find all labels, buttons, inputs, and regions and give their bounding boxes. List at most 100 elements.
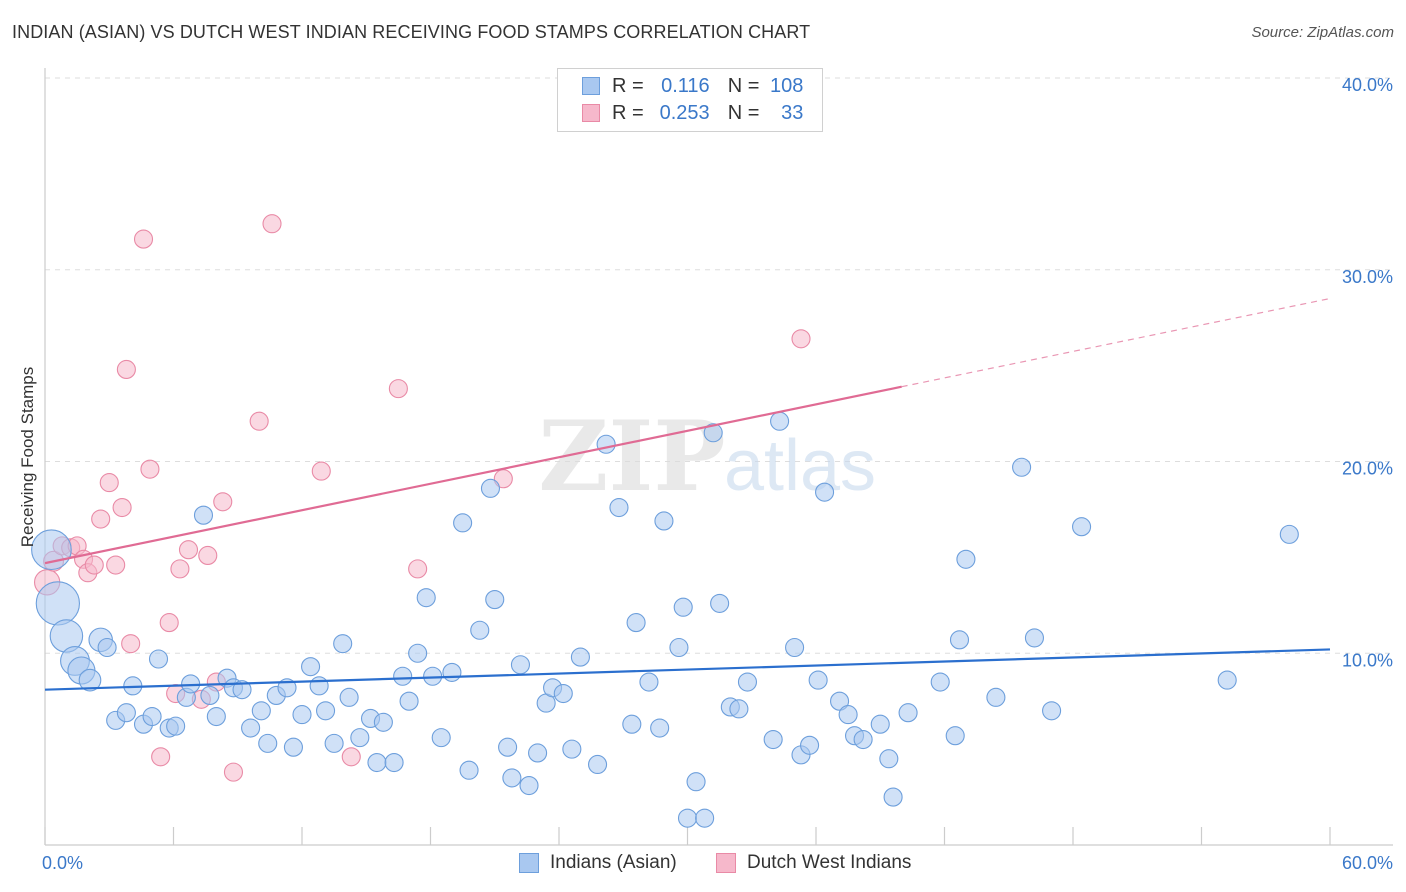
point-indians-asian (367, 752, 387, 773)
point-indians-asian (815, 482, 835, 502)
point-indians-asian (35, 581, 81, 626)
point-indians-asian (1217, 670, 1237, 690)
point-indians-asian (292, 705, 312, 725)
legend-n-value: 108 (770, 74, 804, 97)
point-indians-asian (609, 497, 629, 518)
point-indians-asian (622, 714, 642, 734)
point-indians-asian (258, 733, 278, 753)
point-dutch-west-indians (341, 747, 361, 767)
source-label: Source: ZipAtlas.com (1251, 24, 1394, 41)
point-dutch-west-indians (223, 762, 244, 782)
point-dutch-west-indians (112, 497, 132, 518)
point-dutch-west-indians (159, 613, 179, 633)
point-indians-asian (1072, 517, 1092, 537)
x-tick-label: 60.0% (1342, 853, 1393, 873)
point-indians-asian (830, 691, 850, 711)
point-indians-asian (686, 772, 706, 792)
point-indians-asian (596, 434, 616, 454)
point-indians-asian (333, 634, 353, 654)
bottom-legend-indians-asian: Indians (Asian) (519, 852, 677, 874)
point-indians-asian (710, 593, 730, 613)
point-dutch-west-indians (84, 555, 104, 575)
legend-n-label: N = (727, 74, 760, 97)
trendlines (44, 297, 1331, 691)
point-indians-asian (879, 749, 899, 769)
point-indians-asian (399, 691, 419, 711)
point-indians-asian (316, 701, 336, 721)
point-dutch-west-indians (106, 555, 126, 575)
bottom-legend-label: Dutch West Indians (747, 852, 912, 873)
point-indians-asian (193, 505, 214, 525)
bottom-legend-label: Indians (Asian) (550, 852, 677, 873)
point-dutch-west-indians (178, 540, 199, 560)
point-indians-asian (785, 637, 805, 658)
point-indians-asian (470, 620, 490, 640)
point-indians-asian (650, 718, 670, 738)
point-indians-asian (883, 787, 903, 807)
point-indians-asian (339, 687, 359, 707)
point-indians-asian (729, 699, 749, 719)
point-indians-asian (770, 411, 790, 431)
point-dutch-west-indians (116, 359, 136, 380)
stats-legend: R = 0.116 N = 108 R = 0.253 N = 33 (557, 68, 823, 132)
point-dutch-west-indians (249, 411, 269, 431)
point-indians-asian (945, 726, 965, 746)
point-indians-asian (408, 643, 428, 663)
point-dutch-west-indians (388, 379, 408, 399)
point-indians-asian (626, 613, 646, 633)
legend-swatch-blue (582, 77, 600, 95)
point-indians-asian (808, 670, 828, 690)
point-indians-asian (870, 714, 890, 734)
point-indians-asian (519, 776, 539, 796)
y-tick-label: 10.0% (1342, 650, 1393, 670)
point-dutch-west-indians (91, 509, 111, 529)
trendline-dutch-west-indians (44, 385, 902, 565)
y-tick-label: 30.0% (1342, 267, 1393, 287)
point-indians-asian (416, 588, 436, 608)
point-indians-asian (373, 712, 393, 732)
point-indians-asian (350, 728, 370, 748)
point-indians-asian (562, 739, 582, 759)
point-indians-asian (949, 630, 970, 650)
point-indians-asian (431, 728, 451, 748)
chart-title: INDIAN (ASIAN) VS DUTCH WEST INDIAN RECE… (12, 22, 811, 42)
point-indians-asian (853, 729, 873, 750)
point-indians-asian (241, 718, 261, 738)
point-indians-asian (737, 672, 758, 692)
point-indians-asian (453, 513, 473, 533)
trendline-extension-dutch-west-indians (901, 297, 1331, 388)
point-indians-asian (1012, 457, 1032, 477)
point-indians-asian (654, 511, 674, 531)
point-indians-asian (301, 657, 321, 677)
point-indians-asian (459, 760, 479, 780)
point-indians-asian (78, 668, 102, 692)
legend-n-value: 33 (781, 101, 804, 124)
point-indians-asian (393, 666, 413, 686)
legend-r-label: R = (612, 74, 644, 97)
point-dutch-west-indians (791, 329, 811, 349)
point-indians-asian (763, 729, 783, 750)
point-indians-asian (283, 737, 303, 757)
point-indians-asian (485, 590, 505, 610)
point-indians-asian (1042, 701, 1062, 721)
point-dutch-west-indians (99, 473, 119, 493)
point-indians-asian (384, 752, 404, 773)
bottom-legend-dutch-west-indians: Dutch West Indians (716, 852, 911, 874)
point-dutch-west-indians (133, 229, 154, 249)
point-indians-asian (898, 703, 918, 723)
point-indians-asian (673, 597, 693, 617)
legend-n-label: N = (727, 101, 760, 124)
point-indians-asian (838, 705, 858, 725)
point-indians-asian (148, 649, 169, 669)
point-indians-asian (930, 672, 950, 692)
point-indians-asian (251, 701, 271, 721)
legend-r-label: R = (612, 101, 644, 124)
point-indians-asian (669, 637, 689, 658)
point-indians-asian (800, 735, 820, 755)
point-indians-asian (570, 647, 590, 667)
y-axis-title: Receiving Food Stamps (18, 366, 37, 548)
point-indians-asian (480, 478, 501, 498)
watermark-atlas: atlas (724, 426, 876, 506)
point-dutch-west-indians (198, 545, 218, 566)
legend-row-indians-asian: R = 0.116 N = 108 (582, 73, 803, 99)
